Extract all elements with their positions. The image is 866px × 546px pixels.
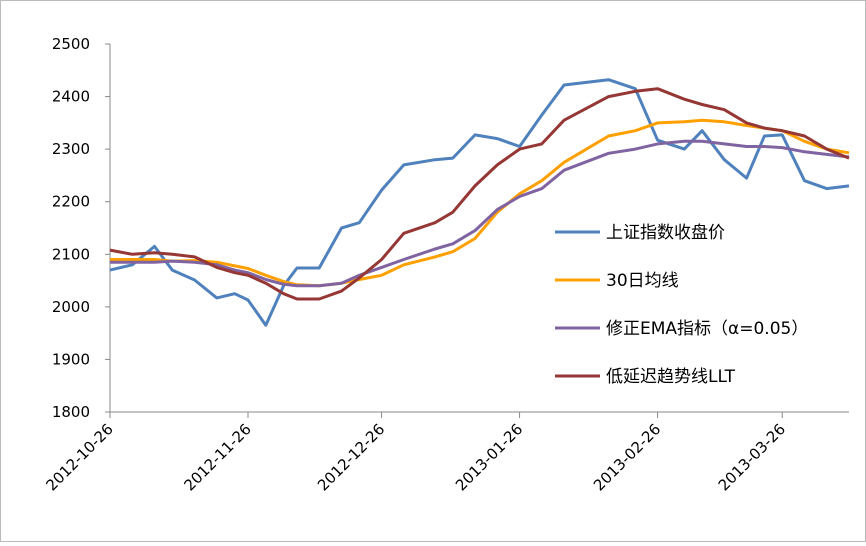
y-tick-label: 2200	[52, 193, 90, 211]
y-tick-label: 1900	[52, 350, 90, 368]
y-tick-label: 2400	[52, 88, 90, 106]
series-line	[110, 139, 850, 288]
y-tick-label: 2500	[52, 35, 90, 53]
y-tick-label: 2300	[52, 140, 90, 158]
y-tick-label: 2100	[52, 245, 90, 263]
legend-label: 上证指数收盘价	[606, 223, 725, 243]
series-line	[110, 118, 850, 288]
legend-label: 低延迟趋势线LLT	[606, 367, 736, 387]
series-line	[109, 78, 850, 327]
series-line	[109, 87, 850, 301]
legend-label: 修正EMA指标（α=0.05）	[606, 319, 808, 339]
y-tick-label: 1800	[52, 403, 90, 421]
y-tick-label: 2000	[52, 298, 90, 316]
legend-label: 30日均线	[606, 271, 679, 291]
